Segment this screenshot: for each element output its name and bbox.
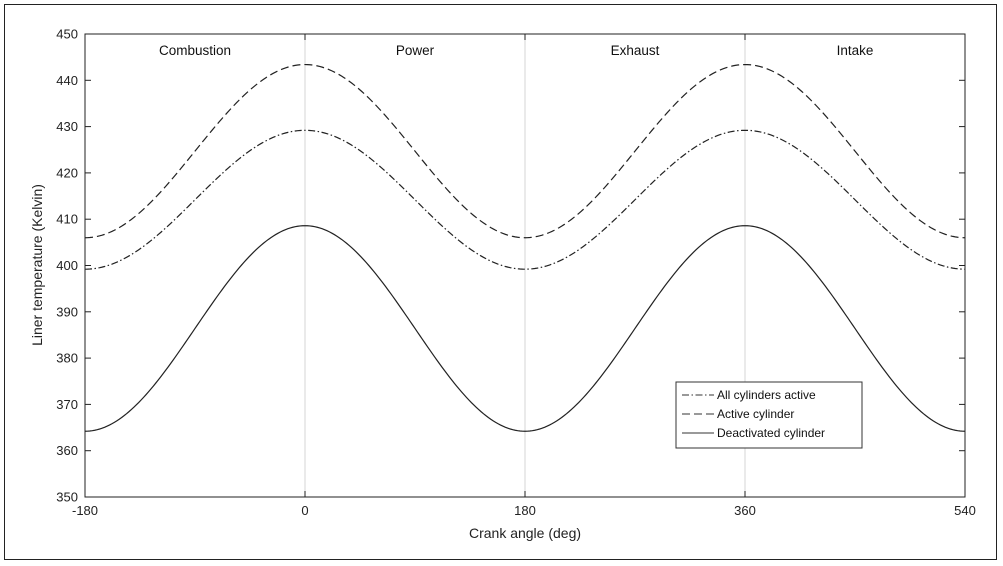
- series-line-all-cylinders-active: [84, 129, 966, 270]
- legend-box: [675, 381, 863, 449]
- phase-label: Intake: [837, 43, 874, 58]
- x-tick-label: 0: [301, 503, 308, 518]
- x-tick-label: 180: [514, 503, 536, 518]
- y-tick-label: 370: [56, 397, 78, 412]
- y-tick-label: 350: [56, 490, 78, 505]
- y-tick-label: 450: [56, 27, 78, 42]
- legend-label-active-cylinder: Active cylinder: [717, 407, 794, 421]
- phase-label: Combustion: [159, 43, 231, 58]
- y-ticks: 350 360 370 380 390 400 410 420 430 440 450: [56, 27, 965, 505]
- y-axis-title: Liner temperature (Kelvin): [29, 184, 45, 346]
- x-axis-title: Crank angle (deg): [469, 525, 581, 541]
- phase-label: Power: [396, 43, 435, 58]
- legend: All cylinders active Active cylinder Dea…: [675, 381, 863, 449]
- phase-label: Exhaust: [611, 43, 660, 58]
- y-tick-label: 390: [56, 304, 78, 319]
- x-ticks: -180 0 180 360 540: [72, 34, 976, 518]
- phase-labels: Combustion Power Exhaust Intake: [159, 43, 873, 58]
- series-lines: [84, 63, 966, 432]
- y-tick-label: 380: [56, 351, 78, 366]
- y-tick-label: 410: [56, 212, 78, 227]
- y-tick-label: 430: [56, 119, 78, 134]
- series-line-deactivated-cylinder: [84, 225, 966, 432]
- x-tick-label: 540: [954, 503, 976, 518]
- figure-frame: [4, 4, 997, 560]
- legend-label-deactivated-cylinder: Deactivated cylinder: [717, 426, 825, 440]
- y-tick-label: 440: [56, 73, 78, 88]
- y-tick-label: 360: [56, 443, 78, 458]
- series-line-active-cylinder: [84, 63, 966, 239]
- x-tick-label: 360: [734, 503, 756, 518]
- y-tick-label: 420: [56, 165, 78, 180]
- legend-label-all-cylinders-active: All cylinders active: [717, 388, 816, 402]
- y-tick-label: 400: [56, 258, 78, 273]
- x-tick-label: -180: [72, 503, 98, 518]
